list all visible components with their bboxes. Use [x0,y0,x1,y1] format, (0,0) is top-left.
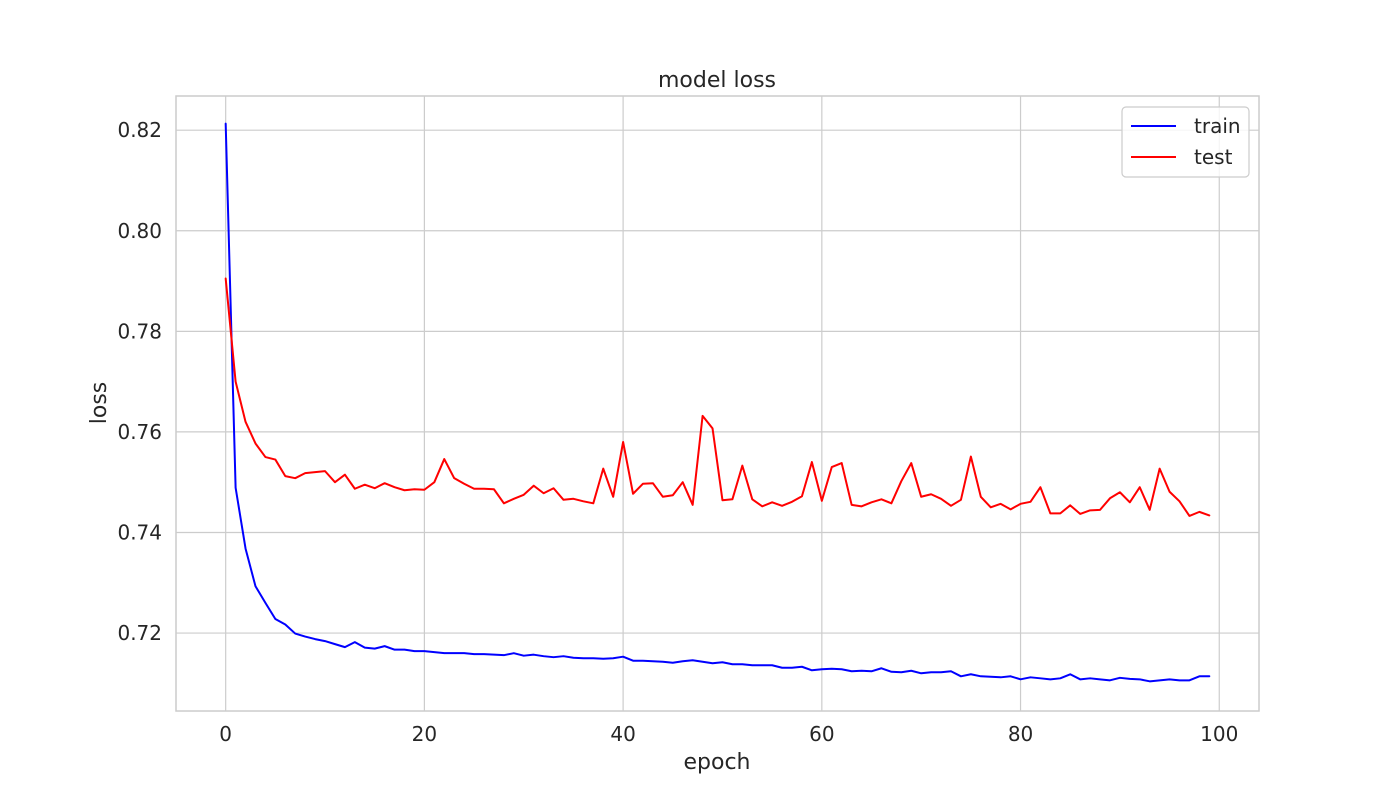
series-layer [224,122,1211,683]
series-line-train [224,122,1211,683]
grid [176,96,1259,711]
legend: train test [1121,106,1250,178]
chart-title: model loss [658,68,776,93]
legend-label-test: test [1194,145,1233,169]
plot-frame [175,95,1260,712]
x-tick-label: 0 [219,722,232,746]
x-tick-label: 80 [1008,722,1033,746]
legend-box [1121,106,1250,178]
series-line-test [224,277,1211,517]
legend-label-train: train [1194,114,1241,138]
x-tick-label: 100 [1200,722,1238,746]
y-tick-label: 0.72 [117,621,162,645]
x-tick-label: 60 [809,722,834,746]
x-tick-label: 20 [412,722,437,746]
x-tick-label: 40 [610,722,635,746]
y-tick-label: 0.78 [117,319,162,343]
y-axis-label: loss [87,382,112,425]
y-tick-label: 0.76 [117,420,162,444]
y-tick-label: 0.74 [117,520,162,544]
y-tick-label: 0.80 [117,219,162,243]
x-axis-label: epoch [684,750,751,775]
y-tick-label: 0.82 [117,118,162,142]
tick-labels: 0 20 40 60 80 100 0.72 0.74 0.76 0.78 0.80 0.82 [117,118,1238,746]
